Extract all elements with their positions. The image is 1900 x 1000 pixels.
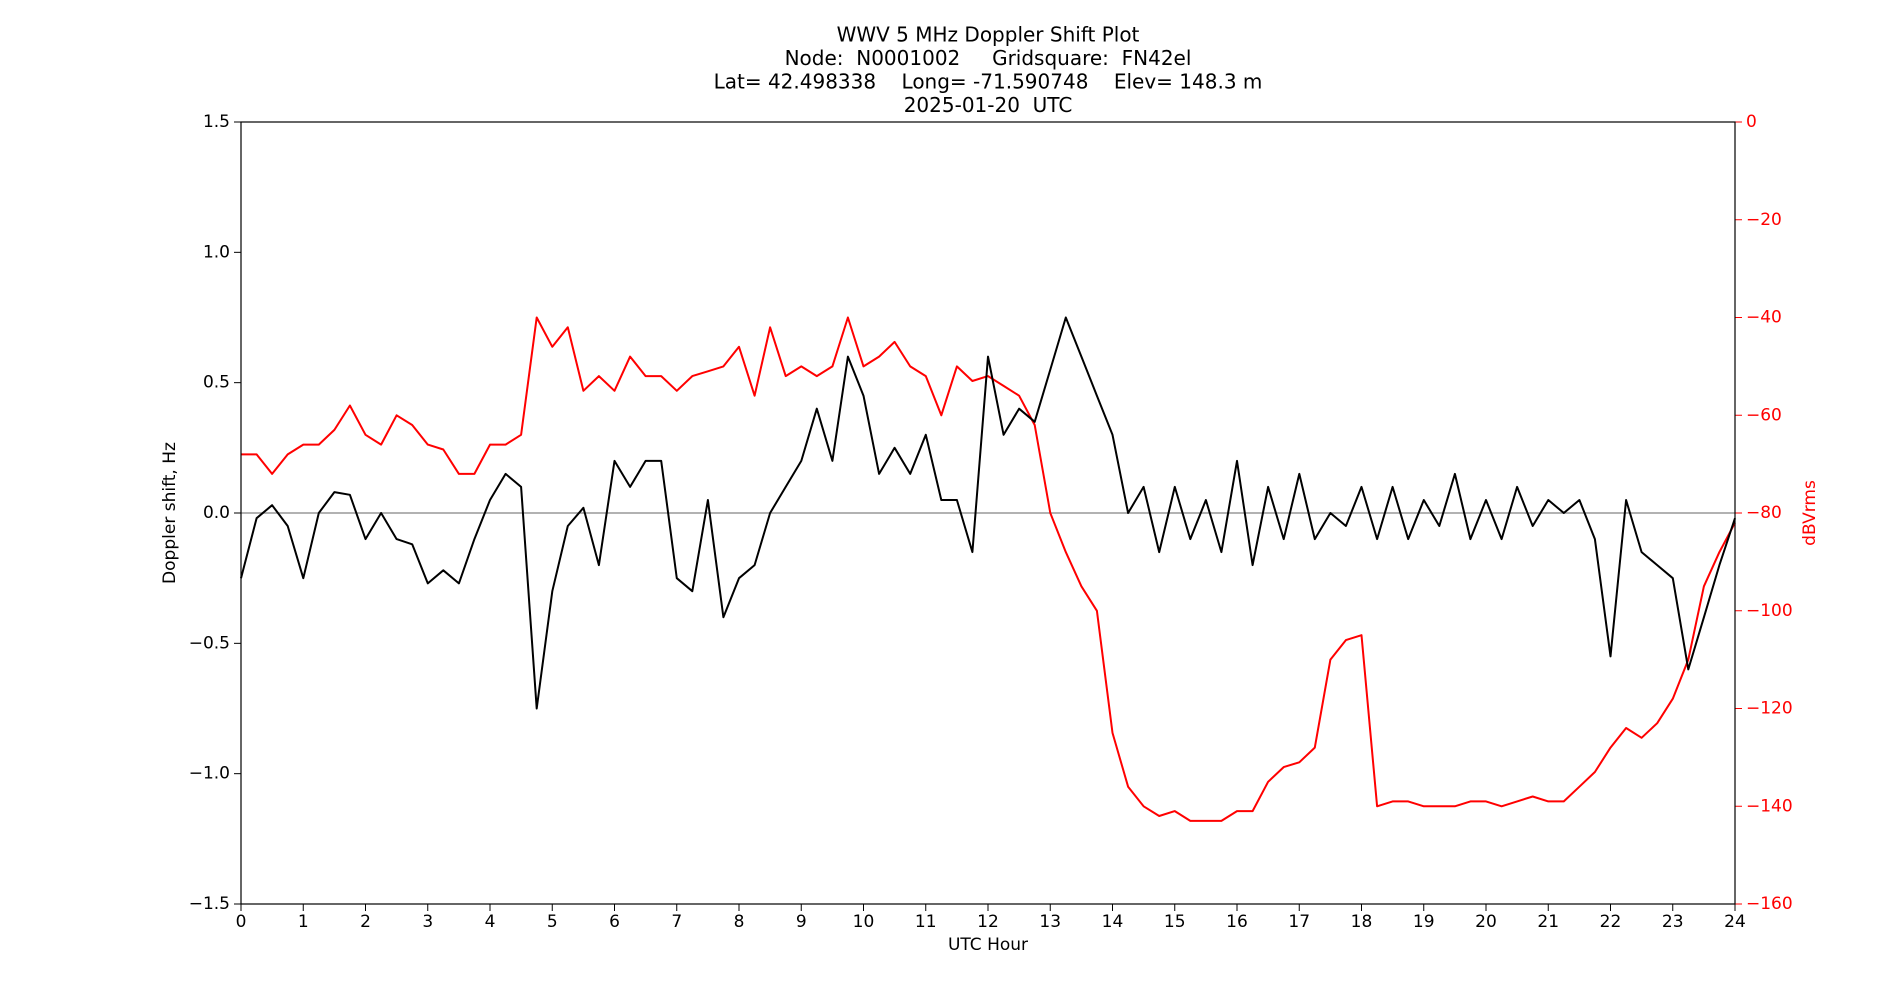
y2-tick-label: −160 xyxy=(1746,894,1793,914)
x-tick-label: 6 xyxy=(609,912,620,932)
chart-title: WWV 5 MHz Doppler Shift Plot xyxy=(837,23,1140,47)
x-tick-label: 17 xyxy=(1288,912,1310,932)
y-tick-label: −0.5 xyxy=(189,633,230,653)
y-axis-label: Doppler shift, Hz xyxy=(160,442,180,584)
y2-axis-label: dBVrms xyxy=(1800,480,1820,546)
x-tick-label: 12 xyxy=(977,912,999,932)
x-axis-label: UTC Hour xyxy=(948,935,1028,955)
x-tick-label: 24 xyxy=(1724,912,1746,932)
x-tick-label: 9 xyxy=(796,912,807,932)
chart-title: Lat= 42.498338 Long= -71.590748 Elev= 14… xyxy=(714,70,1263,94)
y2-tick-label: −120 xyxy=(1746,699,1793,719)
y2-tick-label: −100 xyxy=(1746,601,1793,621)
plot-frame xyxy=(240,121,1736,905)
x-tick-label: 21 xyxy=(1537,912,1559,932)
x-tick-label: 15 xyxy=(1164,912,1186,932)
x-tick-label: 13 xyxy=(1039,912,1061,932)
y2-tick-label: −40 xyxy=(1746,308,1782,328)
series-line xyxy=(241,316,1736,822)
x-tick-label: 0 xyxy=(236,912,247,932)
y2-tick-label: −20 xyxy=(1746,210,1782,230)
x-tick-label: 3 xyxy=(422,912,433,932)
x-tick-label: 1 xyxy=(298,912,309,932)
x-tick-label: 11 xyxy=(915,912,937,932)
x-tick-label: 10 xyxy=(853,912,875,932)
y-tick-label: 1.0 xyxy=(203,242,230,262)
y2-tick-label: −80 xyxy=(1746,503,1782,523)
x-tick-label: 16 xyxy=(1226,912,1248,932)
y-tick-label: 1.5 xyxy=(203,112,230,132)
x-tick-label: 20 xyxy=(1475,912,1497,932)
chart-title: 2025-01-20 UTC xyxy=(904,93,1073,117)
chart-title: Node: N0001002 Gridsquare: FN42el xyxy=(785,46,1192,70)
x-tick-label: 18 xyxy=(1351,912,1373,932)
x-tick-label: 8 xyxy=(734,912,745,932)
y-tick-label: −1.5 xyxy=(189,894,230,914)
x-tick-label: 19 xyxy=(1413,912,1435,932)
y2-tick-label: 0 xyxy=(1746,112,1757,132)
x-tick-label: 23 xyxy=(1662,912,1684,932)
y2-tick-label: −60 xyxy=(1746,405,1782,425)
y-tick-label: 0.0 xyxy=(203,503,230,523)
x-tick-label: 5 xyxy=(547,912,558,932)
y-tick-label: −1.0 xyxy=(189,764,230,784)
x-tick-label: 2 xyxy=(360,912,371,932)
y-tick-label: 0.5 xyxy=(203,373,230,393)
x-tick-label: 4 xyxy=(485,912,496,932)
x-tick-label: 22 xyxy=(1600,912,1622,932)
x-tick-label: 7 xyxy=(671,912,682,932)
x-tick-label: 14 xyxy=(1102,912,1124,932)
series-line xyxy=(240,316,1736,710)
y2-tick-label: −140 xyxy=(1746,796,1793,816)
